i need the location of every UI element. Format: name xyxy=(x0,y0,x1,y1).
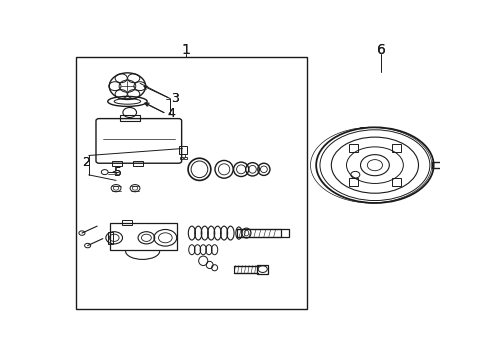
Bar xyxy=(179,146,186,154)
Bar xyxy=(122,220,132,225)
Bar xyxy=(110,223,176,250)
Text: 1: 1 xyxy=(182,43,190,57)
Bar xyxy=(76,57,307,309)
Bar xyxy=(183,157,186,159)
Text: 5: 5 xyxy=(114,166,122,179)
Text: 2: 2 xyxy=(82,156,90,169)
Bar xyxy=(120,115,139,121)
Bar xyxy=(180,157,183,159)
Text: 5: 5 xyxy=(114,166,122,179)
Text: 6: 6 xyxy=(376,43,385,57)
Text: 1: 1 xyxy=(182,43,190,57)
Text: 3: 3 xyxy=(171,92,179,105)
Bar xyxy=(133,161,142,166)
Bar xyxy=(348,144,357,152)
Bar xyxy=(391,178,400,186)
Bar xyxy=(257,265,267,274)
Bar xyxy=(112,161,122,166)
Bar xyxy=(107,232,113,244)
Text: 3: 3 xyxy=(171,92,179,105)
Bar xyxy=(280,229,289,237)
Text: 6: 6 xyxy=(376,43,385,57)
Text: 4: 4 xyxy=(167,107,175,120)
Bar xyxy=(391,144,400,152)
Text: 4: 4 xyxy=(167,107,175,120)
Text: 2: 2 xyxy=(82,156,90,169)
Bar xyxy=(348,178,357,186)
